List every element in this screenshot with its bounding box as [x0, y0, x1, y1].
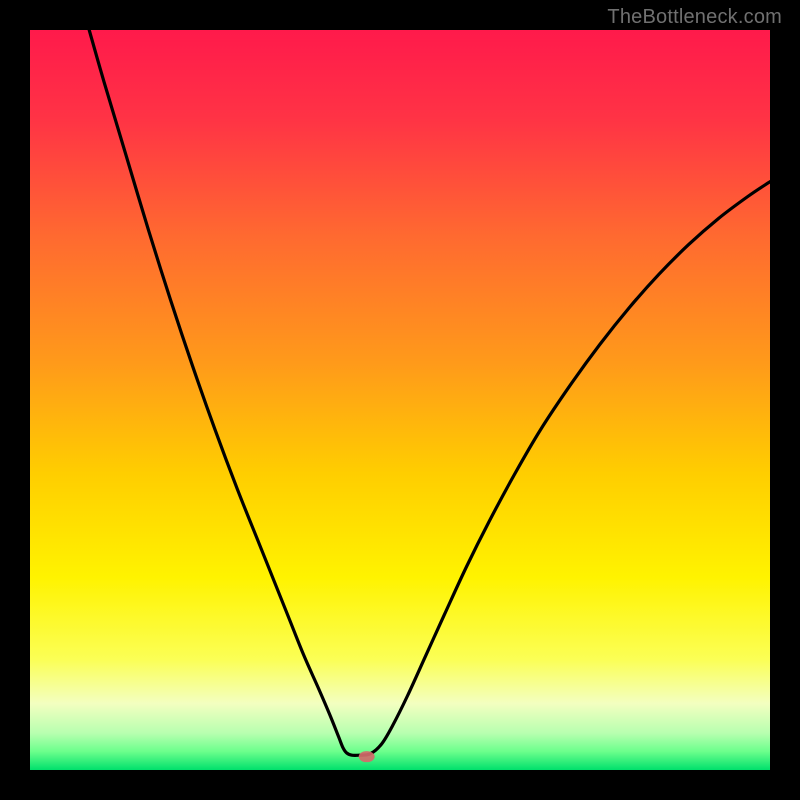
chart-container — [30, 30, 770, 770]
watermark-text: TheBottleneck.com — [607, 6, 782, 29]
bottleneck-curve-chart — [30, 30, 770, 770]
chart-background — [30, 30, 770, 770]
minimum-marker — [359, 751, 375, 762]
